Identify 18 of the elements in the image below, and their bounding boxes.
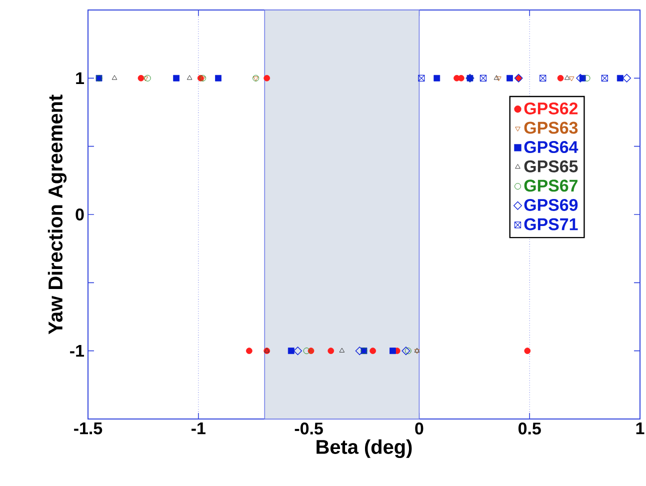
legend-label: GPS69 bbox=[524, 198, 578, 211]
x-axis-title: Beta (deg) bbox=[316, 439, 412, 458]
x-tick-label: 0 bbox=[415, 422, 424, 435]
legend-label: GPS65 bbox=[524, 160, 578, 172]
legend-label: GPS62 bbox=[524, 102, 578, 114]
legend-label: GPS63 bbox=[524, 122, 578, 134]
x-tick-label: 1 bbox=[636, 422, 644, 434]
legend-label: GPS64 bbox=[524, 141, 578, 154]
legend-label: GPS71 bbox=[524, 218, 578, 230]
y-tick-label: 0 bbox=[76, 208, 84, 220]
y-tick-label: -1 bbox=[70, 345, 84, 357]
y-tick-label: 1 bbox=[76, 72, 84, 84]
x-tick-label: -1 bbox=[192, 422, 206, 434]
x-tick-label: -1.5 bbox=[74, 422, 102, 434]
y-axis-title: Yaw Direction Agreement bbox=[48, 94, 67, 334]
legend-label: GPS67 bbox=[524, 180, 578, 192]
x-tick-label: -0.5 bbox=[294, 422, 323, 435]
x-tick-label: 0.5 bbox=[518, 422, 541, 435]
